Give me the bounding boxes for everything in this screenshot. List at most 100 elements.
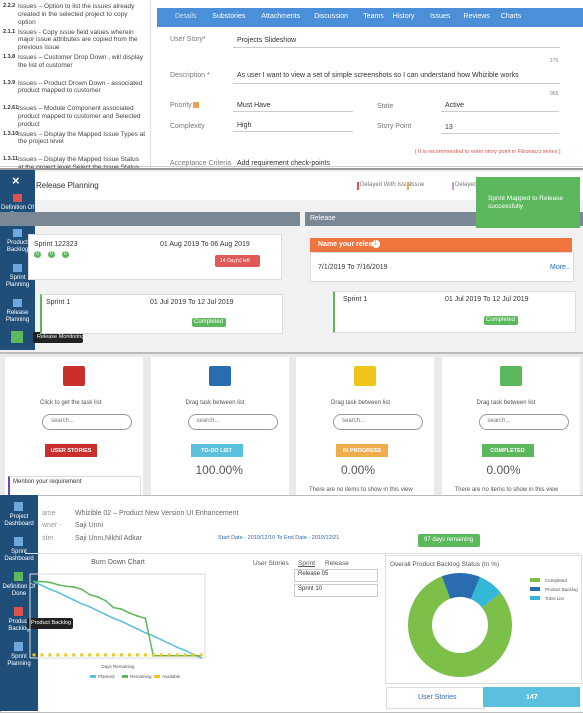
column-button bbox=[481, 444, 534, 457]
select bbox=[294, 569, 378, 582]
column-button bbox=[45, 444, 97, 457]
days-left-badge bbox=[215, 255, 260, 267]
column-button-label[interactable]: IN PROGRESS bbox=[342, 448, 382, 454]
sidebar-icon bbox=[14, 642, 23, 651]
issue-number: 1.3.11 bbox=[3, 156, 18, 162]
section-header bbox=[0, 212, 300, 226]
search-box bbox=[478, 414, 569, 430]
field-line bbox=[233, 83, 560, 84]
tab[interactable]: Substories bbox=[212, 13, 246, 20]
sidebar-item[interactable]: Sprint Planning bbox=[7, 654, 31, 668]
select-value[interactable]: Sprint 10 bbox=[298, 586, 323, 592]
status-badge bbox=[192, 318, 226, 327]
close-button[interactable]: × bbox=[12, 173, 20, 188]
summary-value: 147 bbox=[526, 694, 538, 701]
issue-number: 1.3.8 bbox=[3, 54, 16, 60]
sidebar-item[interactable]: Sprint Planning bbox=[5, 275, 30, 289]
sidebar-icon bbox=[14, 572, 23, 581]
sidebar-item[interactable]: Release Planning bbox=[5, 310, 30, 324]
more-link[interactable]: More.. bbox=[550, 264, 570, 271]
field-label: Acceptance Criteria bbox=[170, 160, 232, 167]
section-title: Release bbox=[310, 215, 336, 222]
info-label: ame bbox=[42, 510, 56, 517]
column-percent: 100.00% bbox=[195, 463, 243, 477]
page-title: Release Planning bbox=[36, 181, 99, 190]
tooltip-text: Product Backlog bbox=[31, 620, 72, 626]
tab-bar bbox=[157, 8, 583, 27]
sidebar-item[interactable]: Product Backlog bbox=[8, 619, 30, 633]
tab[interactable]: Teams bbox=[363, 13, 384, 20]
column-button bbox=[190, 444, 243, 457]
column-button-label[interactable]: TO-DO LIST bbox=[200, 448, 233, 454]
issue-text: Issues - Copy issue field values wherein… bbox=[18, 28, 138, 52]
sidebar-icon bbox=[14, 607, 23, 616]
tab[interactable]: User Stories bbox=[253, 560, 289, 567]
column-button bbox=[336, 444, 388, 457]
field-line bbox=[441, 133, 559, 134]
info-label: wner - bbox=[42, 522, 62, 529]
sprint-card bbox=[333, 291, 576, 333]
field-label: Complexity bbox=[170, 123, 205, 130]
issue-text: Issues – Display the Mapped Issue Types … bbox=[18, 130, 146, 146]
sidebar-item[interactable]: Product Backlog bbox=[6, 240, 29, 254]
release-body bbox=[310, 252, 574, 282]
tooltip bbox=[33, 332, 83, 343]
sprint-name: Sprint 1 bbox=[46, 299, 71, 306]
column-hint: Drag task between list bbox=[476, 400, 536, 406]
badge bbox=[62, 251, 69, 258]
column-hint: Drag task between list bbox=[331, 400, 391, 406]
field-label: Description * bbox=[170, 72, 210, 79]
issue-text: Issues – Product Drown Down - associated… bbox=[18, 79, 143, 95]
info-value: Saji Unni bbox=[75, 522, 104, 529]
tab[interactable]: Reviews bbox=[463, 13, 490, 20]
tab[interactable]: Details bbox=[175, 13, 197, 20]
empty-message: There are no items to show in this view bbox=[309, 487, 413, 493]
tab[interactable]: Release bbox=[325, 560, 349, 567]
badge bbox=[48, 251, 55, 258]
sidebar-item[interactable]: Definition Of Done bbox=[2, 584, 36, 598]
field-label: Priority * bbox=[170, 102, 197, 109]
field-line bbox=[233, 131, 353, 132]
summary-cell bbox=[483, 687, 580, 707]
search-placeholder[interactable]: search... bbox=[342, 418, 366, 424]
search-placeholder[interactable]: search... bbox=[51, 418, 75, 424]
tab[interactable]: Issues bbox=[430, 13, 451, 20]
select bbox=[294, 584, 378, 597]
legend-swatch bbox=[452, 182, 454, 190]
column-percent: 0.00% bbox=[486, 463, 521, 477]
sprint-dates: 01 Aug 2019 To 06 Aug 2019 bbox=[160, 241, 250, 248]
tab[interactable]: Sprint bbox=[298, 560, 315, 567]
search-placeholder[interactable]: search... bbox=[196, 418, 220, 424]
search-placeholder[interactable]: search... bbox=[487, 418, 511, 424]
sidebar-icon bbox=[13, 264, 22, 272]
field-value: Projects Slideshow bbox=[237, 37, 297, 44]
status: Completed bbox=[486, 317, 516, 323]
release-count-badge bbox=[372, 240, 380, 248]
issue-number: 1.2.61 bbox=[3, 105, 19, 111]
legend-swatch bbox=[357, 182, 359, 190]
tab[interactable]: Charts bbox=[500, 13, 522, 20]
sprint-dates: Start Date - 2019/12/10 To End Date - 20… bbox=[218, 535, 340, 541]
sprint-dates: 01 Jul 2019 To 12 Jul 2019 bbox=[150, 299, 234, 306]
column-button-label[interactable]: USER STORIES bbox=[50, 448, 92, 454]
sidebar-item[interactable]: Project Dashboard bbox=[4, 514, 34, 528]
release-dates: 7/1/2019 To 7/16/2019 bbox=[318, 264, 388, 271]
sidebar-item[interactable]: Sprint Dashboard bbox=[4, 549, 34, 563]
tooltip-text: Release Monitoring bbox=[37, 334, 85, 340]
select-value[interactable]: Release 05 bbox=[298, 571, 329, 577]
tab[interactable]: Attachments bbox=[261, 13, 301, 20]
remaining-badge bbox=[418, 534, 480, 547]
tab[interactable]: History bbox=[392, 13, 415, 20]
priority-icon bbox=[193, 102, 199, 108]
tab[interactable]: Discussion bbox=[314, 13, 349, 20]
empty-message: There are no items to show in this view bbox=[454, 487, 559, 493]
toast-text: Sprint Mapped to Release successfully bbox=[488, 195, 564, 210]
legend-label: Issue bbox=[410, 182, 425, 188]
column-button-label[interactable]: COMPLETED bbox=[490, 448, 525, 454]
column-hint: Click to get the task list bbox=[40, 400, 102, 406]
field-value: Add requirement check-points bbox=[237, 160, 330, 167]
info-label: ster bbox=[42, 535, 54, 542]
sidebar-icon bbox=[13, 229, 22, 237]
remaining: 97 days remaining bbox=[424, 537, 474, 543]
badge-count: 0 bbox=[50, 251, 53, 257]
